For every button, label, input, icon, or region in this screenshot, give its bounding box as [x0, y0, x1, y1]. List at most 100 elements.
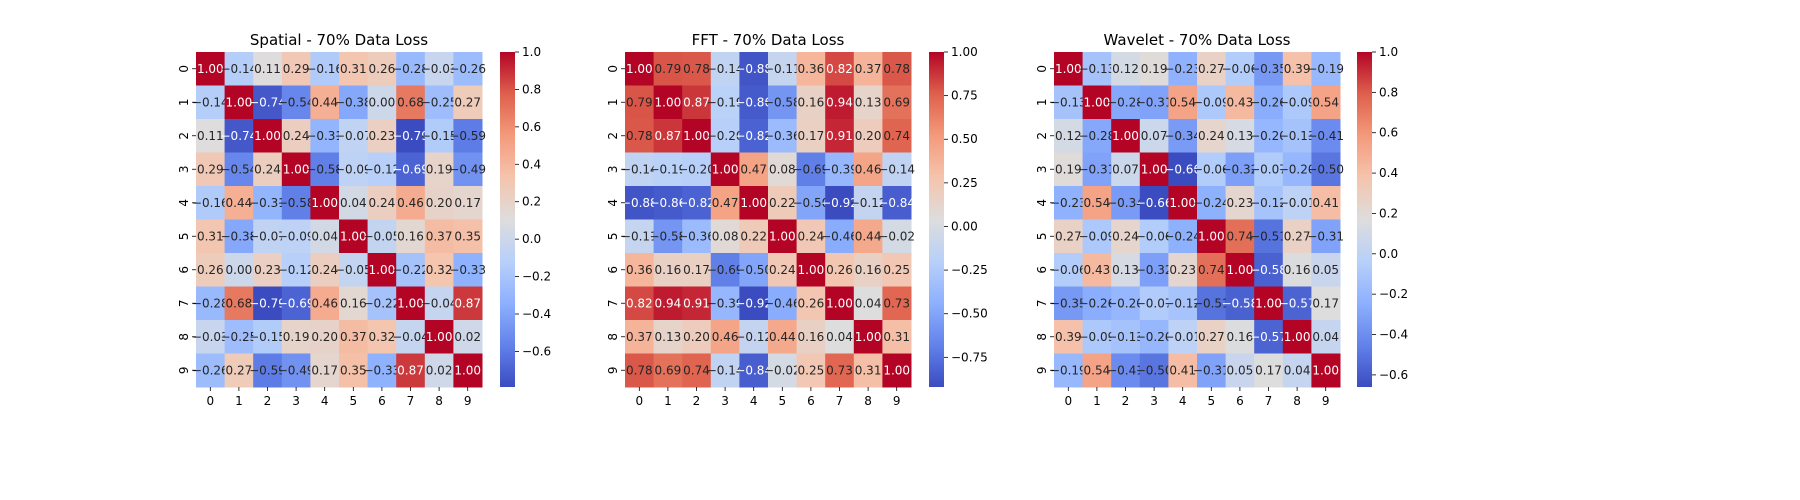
cell-value-label: −0.39 — [707, 296, 744, 310]
heatmap-cell — [882, 52, 912, 86]
colorbar-tick-label: 0.2 — [1379, 206, 1398, 220]
heatmap-cell — [710, 85, 740, 120]
heatmap-cell — [1054, 353, 1084, 388]
cell-value-label: 0.16 — [655, 263, 682, 277]
heatmap-cell — [796, 219, 826, 254]
heatmap-cell — [1225, 85, 1255, 120]
cell-value-label: −0.06 — [1222, 62, 1259, 76]
cell-value-label: −0.82 — [735, 129, 772, 143]
cell-value-label: −0.09 — [1079, 330, 1116, 344]
cell-value-label: 0.22 — [769, 196, 796, 210]
cell-value-label: 0.17 — [454, 196, 481, 210]
colorbar-tick-label: 0.6 — [1379, 126, 1398, 140]
colorbar-tick-label: 0.4 — [522, 157, 541, 171]
cell-value-label: −0.16 — [306, 62, 343, 76]
heatmap-cell — [1111, 85, 1141, 120]
heatmap-cell — [882, 353, 912, 388]
cell-value-label: 0.16 — [855, 263, 882, 277]
heatmap-cell — [625, 52, 655, 86]
cell-value-label: 0.20 — [683, 330, 710, 344]
heatmap-cell — [853, 320, 883, 354]
cell-value-label: −0.88 — [621, 196, 658, 210]
heatmap-cell — [625, 353, 655, 388]
heatmap-cell — [1282, 52, 1312, 86]
x-tick-label: 0 — [635, 394, 643, 408]
cell-value-label: −0.51 — [1193, 296, 1230, 310]
heatmap-cell — [853, 119, 883, 153]
cell-value-label: 1.00 — [1284, 330, 1311, 344]
cell-value-label: 0.32 — [426, 263, 453, 277]
heatmap-cell — [768, 186, 798, 220]
heatmap-cell — [453, 152, 483, 187]
cell-value-label: 0.43 — [1084, 263, 1111, 277]
cell-value-label: 1.00 — [1169, 196, 1196, 210]
cell-value-label: 0.16 — [798, 330, 825, 344]
cell-value-label: −0.46 — [821, 229, 858, 243]
colorbar-tick-label: 0.50 — [951, 132, 978, 146]
heatmap-cell — [339, 85, 369, 120]
x-tick-label: 5 — [778, 394, 786, 408]
heatmap-cell — [625, 186, 655, 220]
cell-value-label: −0.19 — [1050, 363, 1087, 377]
cell-value-label: 0.25 — [798, 363, 825, 377]
cell-value-label: −0.79 — [249, 296, 286, 310]
heatmap-cell — [625, 152, 655, 187]
heatmap-cell — [1254, 119, 1284, 153]
heatmap-cell — [1311, 52, 1341, 86]
cell-value-label: −0.57 — [1279, 296, 1316, 310]
y-tick-label: 0 — [177, 65, 191, 73]
cell-value-label: −0.33 — [449, 263, 486, 277]
heatmap-cell — [453, 52, 483, 86]
cell-value-label: 0.22 — [740, 229, 767, 243]
cell-value-label: 0.87 — [397, 363, 424, 377]
cell-value-label: 1.00 — [1227, 263, 1254, 277]
cell-value-label: 0.29 — [197, 162, 224, 176]
heatmap-cell — [424, 320, 454, 354]
cell-value-label: 0.26 — [798, 296, 825, 310]
heatmap-cell — [1168, 119, 1198, 153]
heatmap-cell — [196, 219, 226, 254]
cell-value-label: 1.00 — [454, 363, 481, 377]
cell-value-label: −0.28 — [1107, 95, 1144, 109]
heatmap-cell — [739, 219, 769, 254]
cell-value-label: −0.23 — [1050, 196, 1087, 210]
heatmap-cell — [625, 85, 655, 120]
cell-value-label: −0.19 — [707, 95, 744, 109]
heatmap-cell — [339, 353, 369, 388]
cell-value-label: −0.20 — [1279, 162, 1316, 176]
cell-value-label: 0.04 — [1284, 363, 1311, 377]
cell-value-label: 1.00 — [397, 296, 424, 310]
heatmap-cell — [710, 186, 740, 220]
cell-value-label: 0.74 — [883, 129, 910, 143]
cell-value-label: 0.23 — [1169, 263, 1196, 277]
cell-value-label: −0.34 — [1107, 196, 1144, 210]
heatmap-cell — [424, 253, 454, 287]
heatmap-cell — [682, 219, 712, 254]
cell-value-label: −0.66 — [1136, 196, 1173, 210]
cell-value-label: −0.38 — [221, 229, 258, 243]
cell-value-label: −0.12 — [364, 162, 401, 176]
heatmap-cell — [1054, 52, 1084, 86]
heatmap-cell — [424, 186, 454, 220]
cell-value-label: −0.06 — [1193, 162, 1230, 176]
heatmap-cell — [196, 186, 226, 220]
heatmap-cell — [825, 320, 855, 354]
colorbar-tick-label: 0.0 — [1379, 247, 1398, 261]
cell-value-label: 1.00 — [226, 95, 253, 109]
heatmap-cell — [1139, 52, 1169, 86]
heatmap-cell — [1139, 152, 1169, 187]
heatmap-cell — [1111, 219, 1141, 254]
heatmap-cell — [1311, 353, 1341, 388]
x-tick-label: 5 — [1207, 394, 1215, 408]
cell-value-label: 0.26 — [369, 62, 396, 76]
cell-value-label: 0.26 — [197, 263, 224, 277]
cell-value-label: −0.02 — [764, 363, 801, 377]
colorbar-tick-label: −0.6 — [522, 344, 551, 358]
heatmap-cell — [367, 52, 397, 86]
cell-value-label: −0.31 — [1079, 162, 1116, 176]
cell-value-label: −0.12 — [278, 263, 315, 277]
x-tick-label: 7 — [836, 394, 844, 408]
heatmap-cell — [310, 52, 340, 86]
cell-value-label: −0.31 — [1307, 229, 1344, 243]
